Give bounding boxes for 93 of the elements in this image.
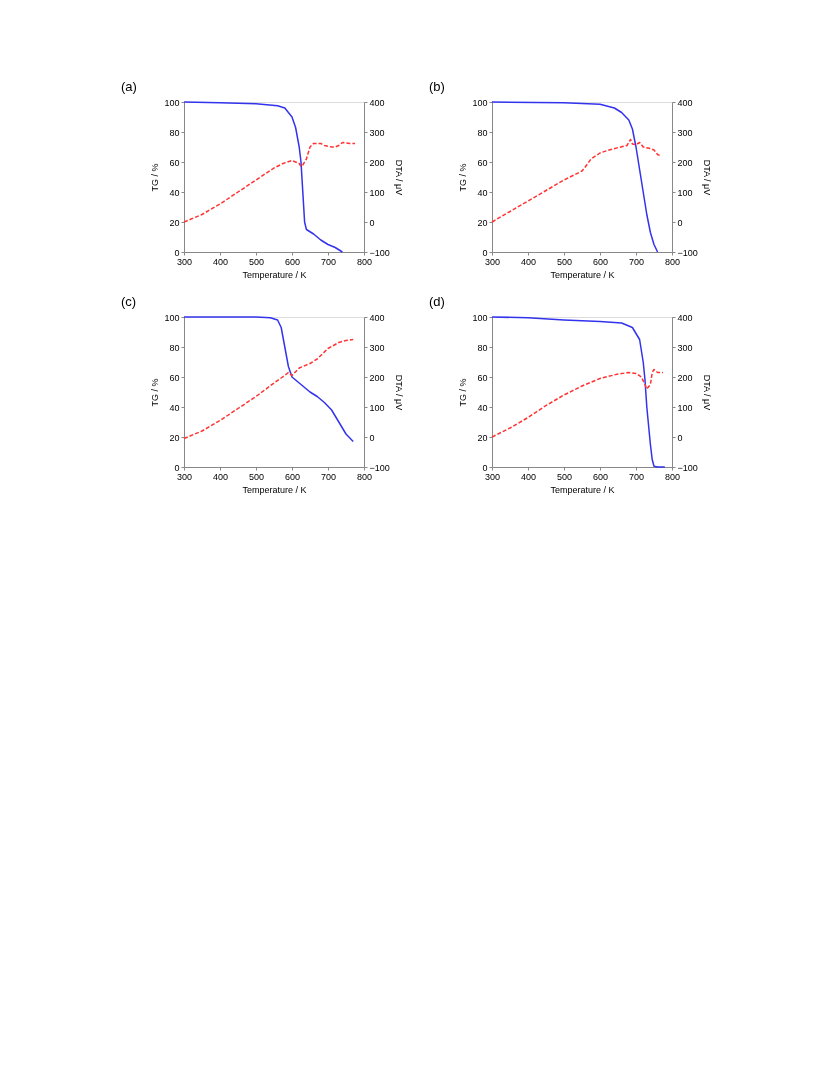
x-tick-label: 800 (664, 256, 681, 267)
y2-tick-label: 200 (369, 372, 385, 383)
y-tick-label: 60 (477, 372, 488, 383)
x-tick-label: 700 (628, 471, 645, 482)
y-tick-label: 80 (477, 127, 488, 138)
y2-tick-label: 100 (677, 187, 693, 198)
x-tick-label: 700 (628, 256, 645, 267)
x-tick-label: 300 (484, 471, 501, 482)
y-tick-label: 20 (169, 432, 180, 443)
y-tick-label: 20 (477, 432, 488, 443)
y-tick-label: 0 (482, 247, 488, 258)
y-tick-label: 40 (477, 402, 488, 413)
chart-title: (d) (428, 294, 445, 309)
x-tick-label: 400 (212, 471, 229, 482)
y-tick-label: 20 (477, 217, 488, 228)
x-tick-label: 800 (356, 256, 373, 267)
x-tick-label: 800 (664, 471, 681, 482)
y2-tick-label: 0 (677, 217, 683, 228)
x-tick-label: 600 (592, 256, 609, 267)
y2-tick-label: 0 (369, 217, 375, 228)
y-tick-label: 100 (472, 312, 488, 323)
line-series (183, 141, 356, 223)
y2-axis-title: DTA / μV (701, 159, 712, 196)
x-tick-label: 600 (284, 256, 301, 267)
x-tick-label: 400 (212, 256, 229, 267)
x-tick-label: 800 (356, 471, 373, 482)
y2-tick-label: 400 (369, 97, 385, 108)
y-tick-label: 100 (472, 97, 488, 108)
y2-tick-label: 200 (369, 157, 385, 168)
y2-tick-label: 100 (369, 402, 385, 413)
y-tick-label: 60 (169, 372, 180, 383)
y-tick-label: 60 (477, 157, 488, 168)
y2-tick-label: 400 (677, 312, 693, 323)
y2-tick-label: 400 (677, 97, 693, 108)
y-tick-label: 80 (169, 342, 180, 353)
y2-tick-label: 0 (369, 432, 375, 443)
line-series (183, 338, 354, 440)
x-tick-label: 500 (556, 256, 573, 267)
y2-tick-label: −100 (369, 462, 390, 473)
y-tick-label: 80 (477, 342, 488, 353)
x-axis-title: Temperature / K (242, 484, 307, 495)
y2-tick-label: 200 (677, 157, 693, 168)
y-tick-label: 40 (477, 187, 488, 198)
y-tick-label: 60 (169, 157, 180, 168)
x-tick-label: 600 (284, 471, 301, 482)
y2-tick-label: −100 (677, 247, 698, 258)
x-tick-label: 300 (176, 256, 193, 267)
y2-axis-title: DTA / μV (393, 159, 404, 196)
y-tick-label: 80 (169, 127, 180, 138)
y2-tick-label: 100 (677, 402, 693, 413)
y2-tick-label: 300 (369, 127, 385, 138)
x-tick-label: 600 (592, 471, 609, 482)
x-tick-label: 500 (248, 256, 265, 267)
y2-tick-label: −100 (677, 462, 698, 473)
y-tick-label: 0 (482, 462, 488, 473)
y-axis-title: TG / % (458, 378, 469, 407)
y2-tick-label: 300 (677, 342, 693, 353)
y-tick-label: 40 (169, 402, 180, 413)
y-axis-title: TG / % (150, 378, 161, 407)
y2-tick-label: 300 (677, 127, 693, 138)
y2-tick-label: 300 (369, 342, 385, 353)
line-series (491, 368, 664, 438)
y2-tick-label: 0 (677, 432, 683, 443)
x-tick-label: 400 (520, 256, 537, 267)
y-tick-label: 100 (164, 312, 180, 323)
line-series (491, 138, 662, 223)
y2-tick-label: 200 (677, 372, 693, 383)
y-tick-label: 0 (174, 247, 180, 258)
y2-axis-title: DTA / μV (393, 374, 404, 411)
x-tick-label: 500 (556, 471, 573, 482)
y-axis-title: TG / % (150, 163, 161, 192)
x-axis-title: Temperature / K (242, 269, 307, 280)
y-tick-label: 100 (164, 97, 180, 108)
chart-title: (b) (428, 79, 445, 94)
y-tick-label: 20 (169, 217, 180, 228)
y2-tick-label: −100 (369, 247, 390, 258)
chart-title: (c) (120, 294, 137, 309)
x-tick-label: 300 (484, 256, 501, 267)
x-tick-label: 300 (176, 471, 193, 482)
x-tick-label: 500 (248, 471, 265, 482)
y-tick-label: 0 (174, 462, 180, 473)
x-tick-label: 700 (320, 256, 337, 267)
y2-axis-title: DTA / μV (701, 374, 712, 411)
y2-tick-label: 100 (369, 187, 385, 198)
x-tick-label: 400 (520, 471, 537, 482)
y-axis-title: TG / % (458, 163, 469, 192)
line-series (183, 316, 354, 443)
x-axis-title: Temperature / K (550, 484, 615, 495)
chart-title: (a) (120, 79, 137, 94)
x-axis-title: Temperature / K (550, 269, 615, 280)
y2-tick-label: 400 (369, 312, 385, 323)
y-tick-label: 40 (169, 187, 180, 198)
x-tick-label: 700 (320, 471, 337, 482)
